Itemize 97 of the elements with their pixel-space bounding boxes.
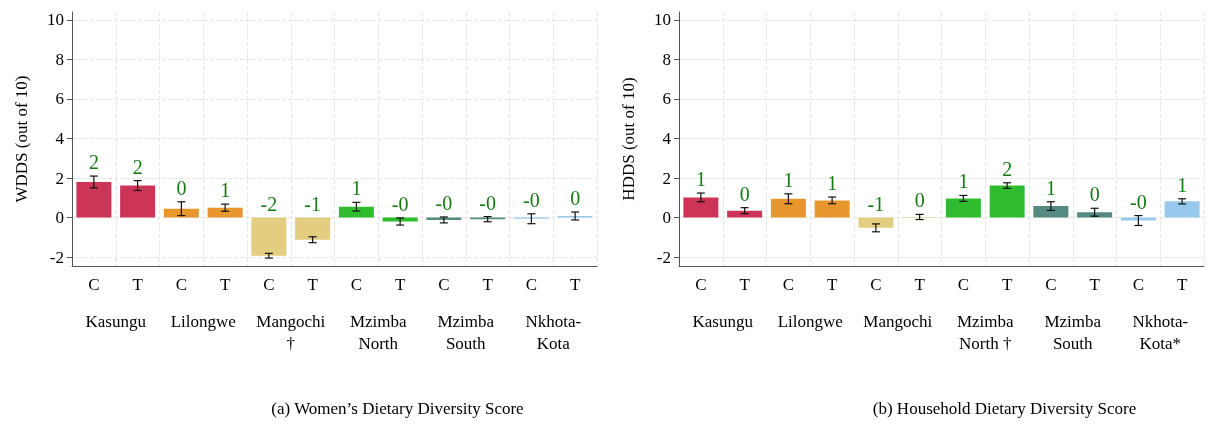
x-tick-label: T [826, 275, 838, 294]
x-tick-label: T [482, 275, 494, 294]
bar [770, 198, 806, 218]
text: Mzimba South [437, 311, 495, 353]
text: Lilongwe [170, 311, 236, 331]
bar [683, 197, 719, 218]
x-tick-label: T [394, 275, 406, 294]
x-tick-label: T [739, 275, 751, 294]
text: Nkhota- Kota* [1132, 311, 1189, 353]
y-tick-label: 10 [47, 10, 64, 30]
bar [382, 217, 418, 222]
x-tick-label: T [569, 275, 581, 294]
data-label: 0 [570, 187, 581, 210]
data-label: -1 [304, 192, 321, 215]
bar [120, 185, 156, 218]
data-label: 0 [739, 182, 750, 205]
bar [76, 181, 112, 218]
x-tick-label: C [525, 275, 538, 294]
y-axis-title: WDDS (out of 10) [12, 75, 31, 203]
bar [1120, 217, 1156, 221]
bar [295, 217, 331, 240]
text: Mzimba South [1044, 311, 1102, 353]
y-tick-label: 0 [662, 208, 671, 228]
y-axis-title: HDDS (out of 10) [619, 77, 638, 201]
data-label: -2 [260, 192, 278, 215]
data-label: 0 [1089, 183, 1100, 206]
data-label: 1 [695, 168, 706, 191]
text: Lilongwe [777, 311, 843, 331]
x-tick-label: T [1089, 275, 1101, 294]
y-tick-label: 0 [55, 208, 64, 228]
x-tick-label: T [914, 275, 926, 294]
x-tick-label: T [132, 275, 144, 294]
x-tick-label: T [219, 275, 231, 294]
y-tick-label: 8 [662, 49, 671, 69]
bar [163, 208, 199, 218]
x-tick-label: T [307, 275, 319, 294]
text: (b) Household Dietary Diversity Score [872, 399, 1137, 418]
y-tick-label: 4 [55, 129, 65, 149]
x-tick-label: C [1045, 275, 1057, 294]
x-tick-label: C [175, 275, 188, 294]
y-tick-label: 4 [662, 129, 672, 149]
bar [945, 198, 981, 218]
data-label: 0 [914, 189, 925, 212]
text: Kasungu [692, 311, 754, 331]
data-label: 1 [1177, 173, 1188, 196]
text: Mzimba North † [956, 311, 1015, 353]
data-label: -0 [523, 188, 540, 211]
x-tick-label: C [350, 275, 363, 294]
data-label: 2 [1002, 157, 1013, 180]
y-tick-label: 6 [662, 89, 671, 109]
x-tick-label: C [782, 275, 795, 294]
data-label: 2 [132, 155, 143, 178]
text: (a) Women’s Dietary Diversity Score [271, 399, 524, 418]
y-tick-label: -2 [656, 247, 671, 267]
data-label: 2 [88, 151, 99, 174]
bar [1077, 212, 1113, 218]
y-tick-label: -2 [49, 247, 64, 267]
data-label: 0 [176, 176, 187, 199]
data-label: -0 [391, 192, 409, 215]
data-label: 1 [783, 168, 794, 191]
data-label: -0 [1130, 190, 1147, 213]
y-tick-label: 6 [55, 89, 64, 109]
data-label: 1 [220, 179, 231, 202]
y-tick-label: 2 [55, 168, 64, 188]
bar [858, 217, 894, 228]
x-tick-label: C [1132, 275, 1145, 294]
x-tick-label: C [263, 275, 275, 294]
text: Kasungu [85, 311, 147, 331]
bar [727, 210, 763, 218]
text: Mzimba North [349, 311, 408, 353]
text: Mangochi [863, 311, 933, 331]
x-tick-label: T [1176, 275, 1188, 294]
data-label: 1 [827, 172, 838, 195]
x-tick-label: C [870, 275, 882, 294]
x-tick-label: C [957, 275, 970, 294]
bar [989, 185, 1025, 218]
data-label: 1 [351, 177, 362, 200]
y-tick-label: 2 [662, 168, 671, 188]
bar [1164, 201, 1200, 218]
bar [814, 200, 850, 218]
text: Mangochi † [256, 311, 326, 353]
data-label: 1 [958, 170, 969, 193]
bar [207, 207, 243, 218]
data-label: 1 [1045, 176, 1056, 199]
y-tick-label: 10 [654, 10, 671, 30]
bar [1033, 206, 1069, 218]
x-tick-label: C [438, 275, 450, 294]
y-tick-label: 8 [55, 49, 64, 69]
bar [251, 217, 287, 256]
x-tick-label: C [88, 275, 100, 294]
data-label: -0 [479, 191, 496, 214]
bar [338, 206, 374, 218]
text: Nkhota- Kota [525, 311, 582, 353]
data-label: -0 [435, 191, 453, 214]
x-tick-label: T [1001, 275, 1013, 294]
data-label: -1 [867, 192, 885, 215]
x-tick-label: C [695, 275, 707, 294]
